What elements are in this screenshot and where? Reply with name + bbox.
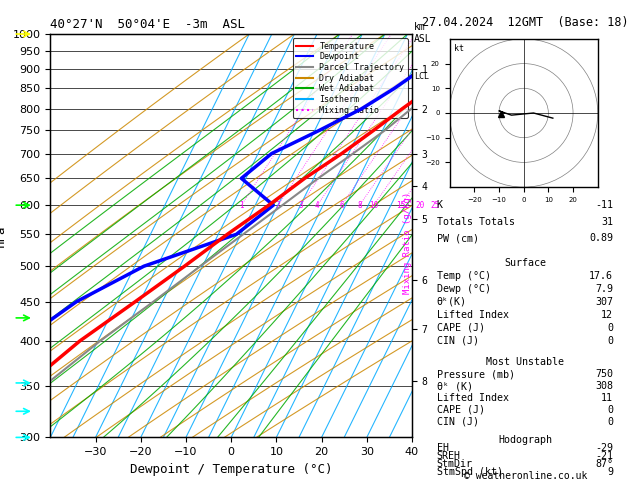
Text: PW (cm): PW (cm) (437, 233, 479, 243)
Text: 1: 1 (239, 201, 244, 209)
Text: ASL: ASL (414, 34, 431, 44)
Text: 87°: 87° (595, 459, 613, 469)
Text: Surface: Surface (504, 258, 546, 268)
Text: K: K (437, 200, 443, 210)
Text: Lifted Index: Lifted Index (437, 310, 509, 320)
Text: 0: 0 (607, 323, 613, 333)
Text: LCL: LCL (415, 72, 429, 81)
Text: EH: EH (437, 443, 448, 453)
Text: -11: -11 (595, 200, 613, 210)
Text: CIN (J): CIN (J) (437, 417, 479, 427)
Text: 750: 750 (595, 369, 613, 379)
Y-axis label: hPa: hPa (0, 225, 7, 247)
Text: CAPE (J): CAPE (J) (437, 323, 485, 333)
Text: 11: 11 (601, 393, 613, 403)
Text: 3: 3 (298, 201, 303, 209)
Text: 8: 8 (357, 201, 362, 209)
Text: Temp (°C): Temp (°C) (437, 271, 491, 281)
Text: -29: -29 (595, 443, 613, 453)
Text: 308: 308 (595, 381, 613, 391)
Text: 31: 31 (601, 217, 613, 227)
Text: © weatheronline.co.uk: © weatheronline.co.uk (464, 471, 587, 481)
Text: kt: kt (455, 44, 464, 53)
Text: StmSpd (kt): StmSpd (kt) (437, 467, 503, 477)
Text: 17.6: 17.6 (589, 271, 613, 281)
Text: 4: 4 (315, 201, 320, 209)
Text: 27.04.2024  12GMT  (Base: 18): 27.04.2024 12GMT (Base: 18) (422, 16, 628, 29)
Text: 0.89: 0.89 (589, 233, 613, 243)
Text: StmDir: StmDir (437, 459, 472, 469)
Text: 9: 9 (607, 467, 613, 477)
Text: 307: 307 (595, 297, 613, 307)
Text: -21: -21 (595, 451, 613, 461)
Text: 7.9: 7.9 (595, 284, 613, 294)
Text: Most Unstable: Most Unstable (486, 357, 564, 367)
Text: 40°27'N  50°04'E  -3m  ASL: 40°27'N 50°04'E -3m ASL (50, 18, 245, 32)
Text: Lifted Index: Lifted Index (437, 393, 509, 403)
Text: Totals Totals: Totals Totals (437, 217, 515, 227)
Text: Dewp (°C): Dewp (°C) (437, 284, 491, 294)
Text: 0: 0 (607, 405, 613, 415)
Text: Pressure (mb): Pressure (mb) (437, 369, 515, 379)
Legend: Temperature, Dewpoint, Parcel Trajectory, Dry Adiabat, Wet Adiabat, Isotherm, Mi: Temperature, Dewpoint, Parcel Trajectory… (293, 38, 408, 118)
Text: km: km (414, 22, 426, 32)
Text: CIN (J): CIN (J) (437, 336, 479, 346)
Text: Mixing Ratio (g/kg): Mixing Ratio (g/kg) (403, 192, 412, 294)
Text: Hodograph: Hodograph (498, 435, 552, 445)
Text: 20: 20 (415, 201, 425, 209)
Text: 10: 10 (369, 201, 379, 209)
Text: 0: 0 (607, 417, 613, 427)
Text: 15: 15 (396, 201, 405, 209)
Text: SREH: SREH (437, 451, 460, 461)
Text: θᵏ(K): θᵏ(K) (437, 297, 467, 307)
Text: 0: 0 (607, 336, 613, 346)
Text: CAPE (J): CAPE (J) (437, 405, 485, 415)
Text: θᵏ (K): θᵏ (K) (437, 381, 472, 391)
Text: 2: 2 (276, 201, 281, 209)
Text: 12: 12 (601, 310, 613, 320)
Text: 25: 25 (431, 201, 440, 209)
Text: 6: 6 (340, 201, 344, 209)
X-axis label: Dewpoint / Temperature (°C): Dewpoint / Temperature (°C) (130, 463, 332, 476)
